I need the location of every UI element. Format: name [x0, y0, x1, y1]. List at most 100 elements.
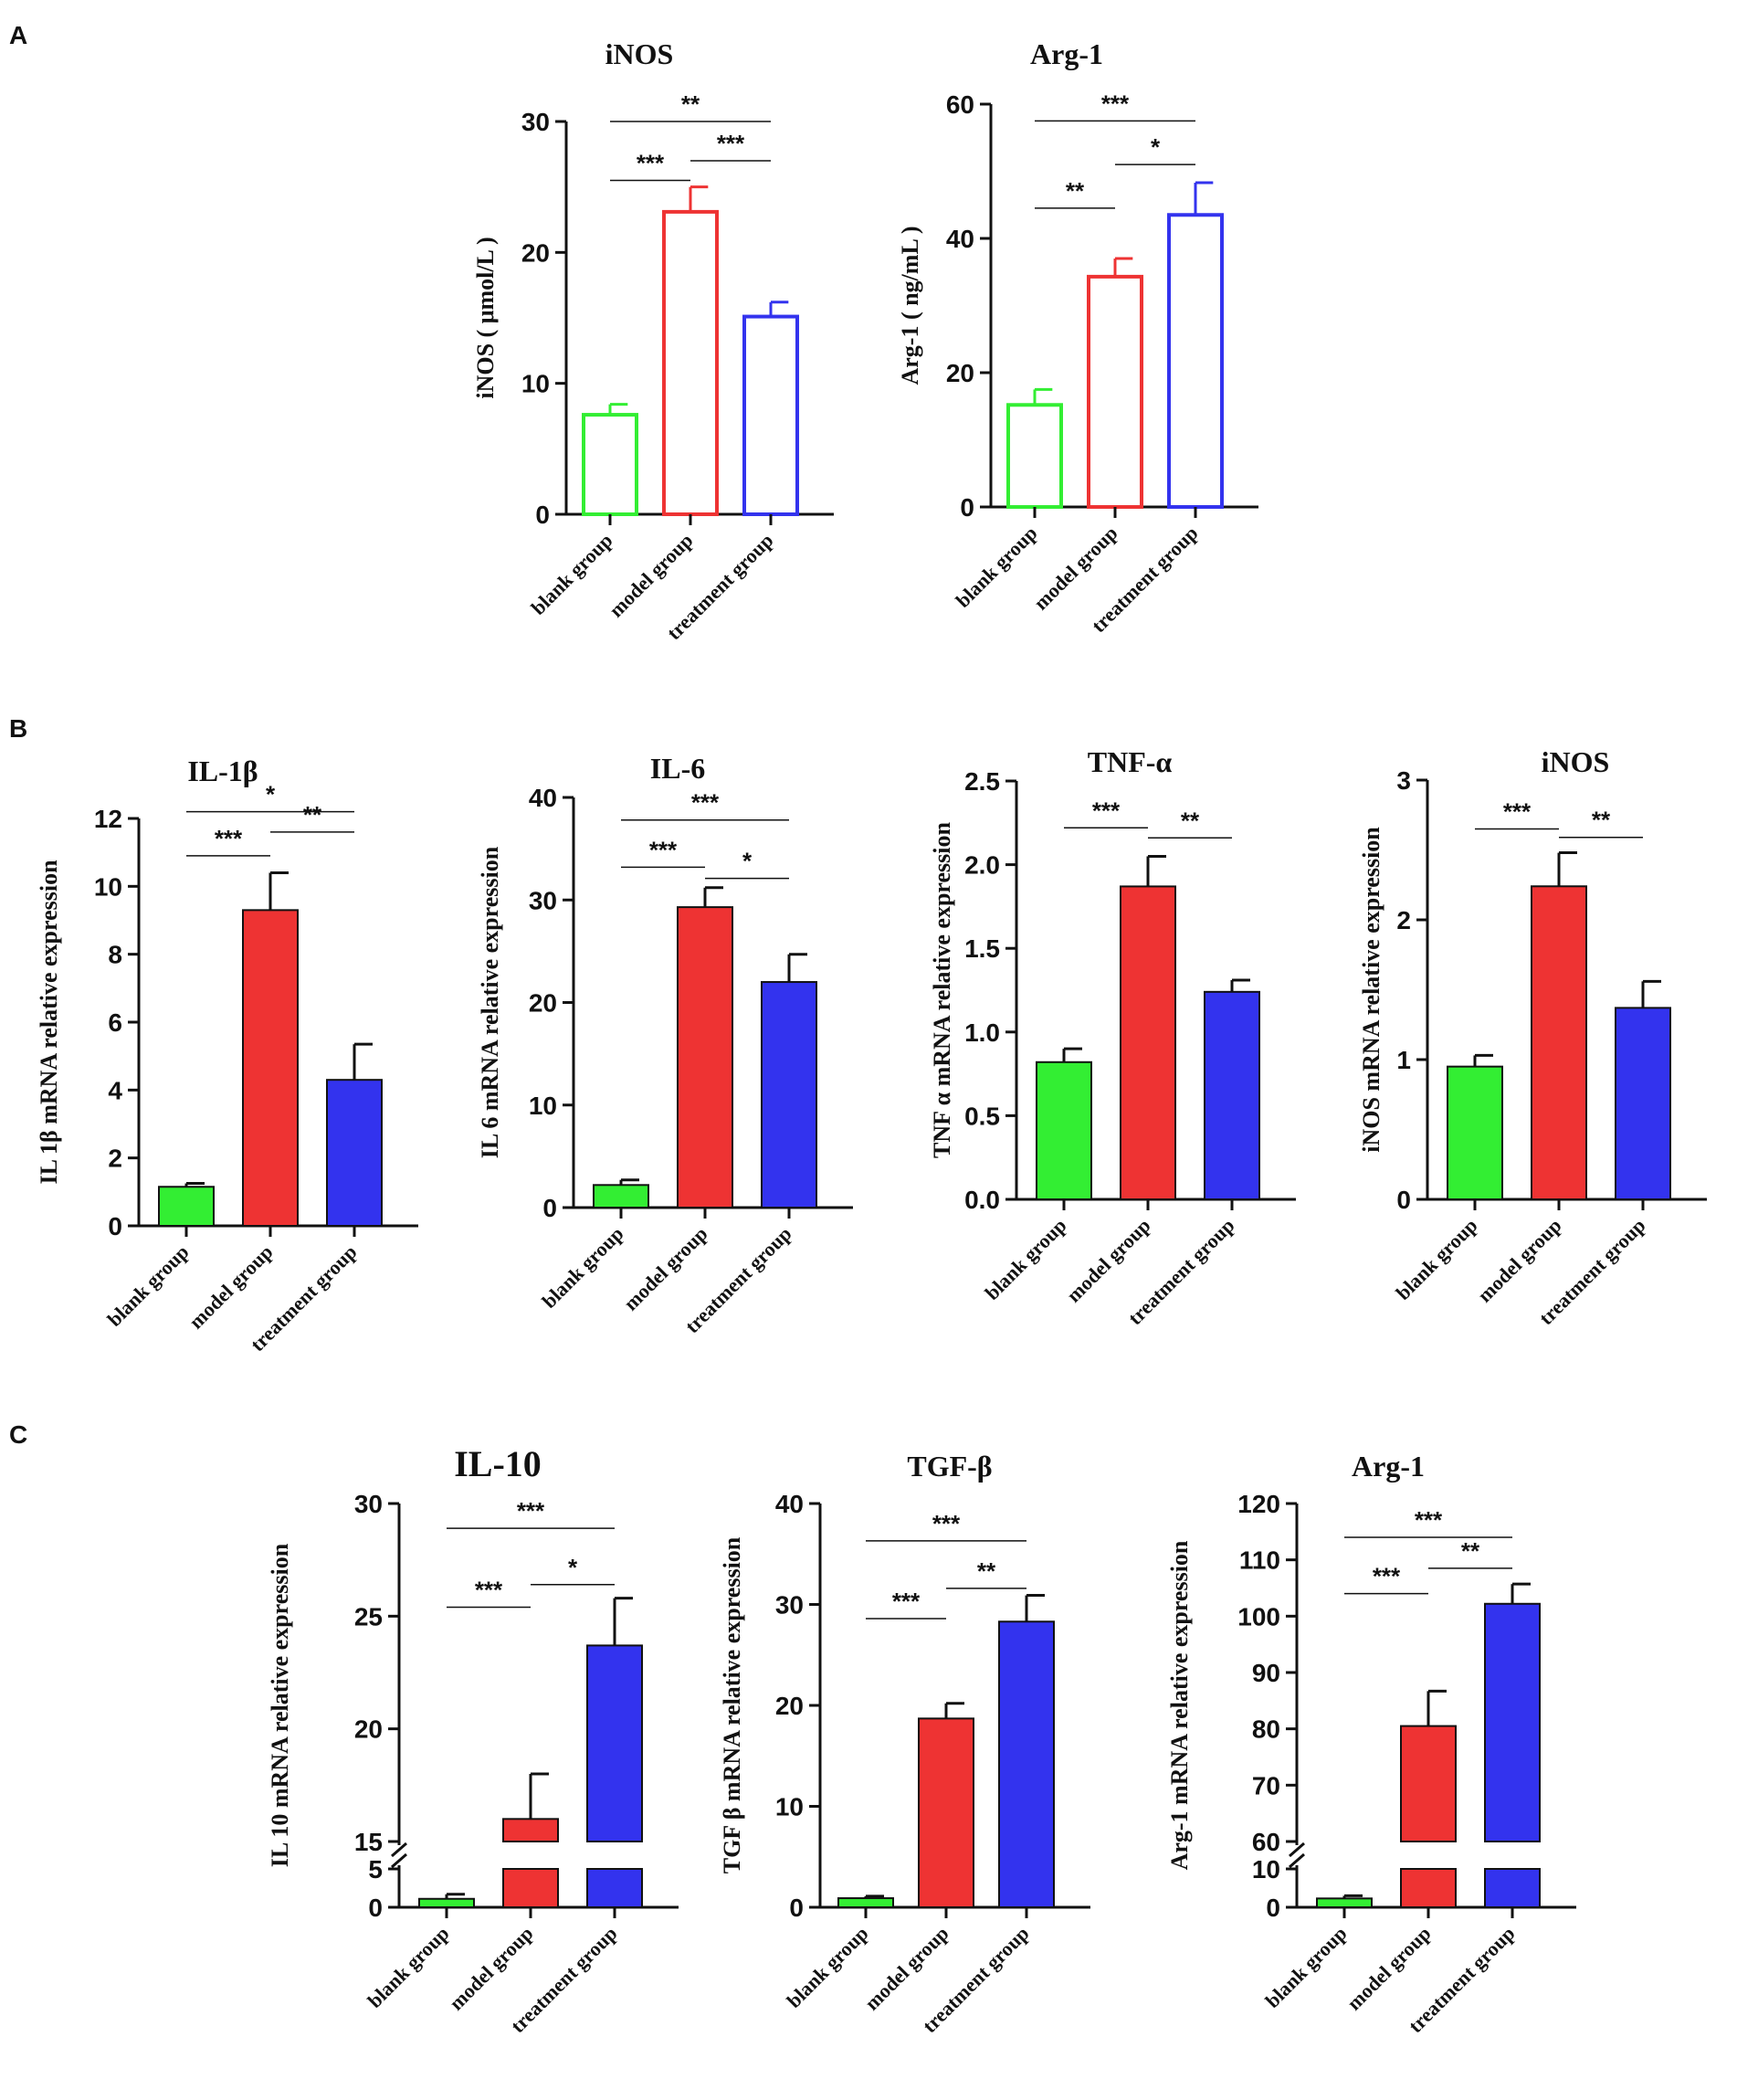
significance-label: ***	[215, 825, 243, 852]
bar	[1316, 1897, 1373, 1909]
chart-b3: TNF-α 0.0 0.5 1.0 1.5 2.0 2.5 TNF α mRNA relati…	[929, 745, 1296, 1329]
category-label: blank group	[782, 1922, 872, 2012]
significance-label: ***	[691, 789, 720, 817]
chart-b4: iNOS 0 1 2 3 iNOS mRNA relative expression bla…	[1358, 745, 1707, 1329]
bar	[1204, 990, 1260, 1201]
category-label: model group	[1473, 1214, 1566, 1307]
y-tick-label: 8	[108, 941, 122, 969]
chart-title: iNOS	[605, 37, 674, 70]
significance-label: ***	[1373, 1563, 1401, 1590]
chart-b1: IL-1β 0 2 4 6 8 10 12 IL 1β mRNA relative expres…	[36, 755, 418, 1356]
chart-a2: Arg-1 0 20 40 60 Arg-1 ( ng/mL ) blank groupmo…	[897, 37, 1258, 637]
significance-label: *	[266, 781, 276, 808]
chart-title: iNOS	[1542, 745, 1610, 778]
y-tick-label: 10	[775, 1793, 804, 1821]
chart-title: IL-6	[650, 752, 705, 785]
chart-c2: TGF-β 0 10 20 30 40 TGF β mRNA relative expres…	[719, 1450, 1090, 2037]
y-tick-label: 0	[108, 1212, 122, 1240]
bar	[1036, 1061, 1092, 1200]
category-label: blank group	[1260, 1922, 1351, 2012]
y-tick-label: 90	[1252, 1659, 1280, 1687]
significance-label: *	[742, 848, 753, 875]
chart-title: TGF-β	[907, 1450, 992, 1483]
significance-label: ***	[1503, 798, 1532, 826]
bar-group: treatment group	[1087, 181, 1224, 637]
bar	[998, 1620, 1055, 1909]
bar	[742, 314, 799, 517]
y-tick-label: 120	[1237, 1490, 1280, 1518]
y-tick-label: 25	[354, 1602, 383, 1630]
significance-label: ***	[717, 130, 745, 157]
bar	[1447, 1065, 1503, 1201]
category-label: blank group	[102, 1240, 193, 1331]
significance-label: **	[1461, 1537, 1480, 1565]
bar-group: model group	[619, 886, 733, 1315]
bar	[418, 1897, 475, 1909]
y-axis-label: Arg-1 ( ng/mL )	[897, 226, 923, 385]
y-tick-label: 10	[529, 1092, 557, 1120]
chart-title: TNF-α	[1088, 745, 1173, 778]
significance-label: ***	[932, 1510, 961, 1537]
bar	[1167, 213, 1224, 509]
y-tick-label: 0.0	[964, 1186, 1000, 1214]
axis-break-mark	[391, 1841, 407, 1858]
y-axis-label: Arg-1 mRNA relative expression	[1166, 1540, 1193, 1870]
y-tick-label: 3	[1396, 766, 1411, 795]
y-tick-label: 4	[108, 1076, 122, 1104]
bar	[1087, 274, 1143, 509]
bar	[158, 1186, 215, 1227]
bar	[1006, 403, 1063, 509]
y-axis-label: TNF α mRNA relative expression	[929, 822, 955, 1158]
y-axis-label: IL 10 mRNA relative expression	[267, 1543, 293, 1867]
y-tick-label: 100	[1237, 1602, 1280, 1630]
chart-title: Arg-1	[1352, 1450, 1425, 1483]
significance-label: *	[568, 1554, 578, 1581]
axis-break-mark	[1289, 1841, 1305, 1858]
bar-group: blank group	[980, 1047, 1092, 1304]
y-axis-label: TGF β mRNA relative expression	[719, 1536, 745, 1873]
y-tick-label: 0	[535, 501, 550, 529]
category-label: model group	[445, 1922, 538, 2015]
y-tick-label: 10	[94, 872, 122, 901]
significance-label: ***	[649, 836, 678, 863]
bar	[1120, 885, 1176, 1201]
panel-label-a: A	[9, 21, 27, 49]
bar	[586, 1644, 643, 1843]
significance-label: **	[1592, 807, 1611, 834]
y-axis-label: iNOS mRNA relative expression	[1358, 827, 1384, 1153]
y-tick-label: 15	[354, 1828, 383, 1856]
y-tick-label: 0	[1266, 1894, 1280, 1922]
significance-label: ***	[475, 1576, 503, 1603]
significance-label: ***	[1101, 90, 1130, 117]
bar	[1531, 885, 1587, 1201]
significance-label: **	[681, 90, 700, 118]
bar-group: model group	[860, 1702, 974, 2015]
bar	[761, 981, 817, 1209]
y-tick-label: 2	[1396, 906, 1411, 934]
category-label: blank group	[951, 522, 1041, 612]
category-label: blank group	[363, 1922, 453, 2012]
bar	[837, 1897, 894, 1908]
y-axis-label: IL 6 mRNA relative expression	[477, 846, 503, 1158]
bar	[326, 1079, 383, 1228]
significance-label: ***	[517, 1497, 545, 1525]
y-tick-label: 2.5	[964, 767, 1000, 796]
y-tick-label: 40	[529, 784, 557, 812]
y-tick-label: 30	[529, 886, 557, 914]
category-label: model group	[1062, 1214, 1155, 1307]
bar	[1484, 1602, 1541, 1843]
y-tick-label: 70	[1252, 1771, 1280, 1799]
y-tick-label: 0	[960, 493, 974, 522]
chart-c1: IL-10 0 515 20 25 30 IL 10 mRNA relative expre…	[267, 1443, 679, 2037]
category-label: model group	[1342, 1922, 1436, 2015]
category-label: blank group	[1391, 1214, 1481, 1304]
y-tick-label: 20	[529, 989, 557, 1018]
bar	[918, 1717, 974, 1908]
y-tick-label: 20	[354, 1715, 383, 1744]
y-tick-label: 12	[94, 805, 122, 833]
bar	[593, 1184, 649, 1209]
bar-group: model group	[184, 871, 299, 1334]
y-tick-label: 30	[521, 108, 550, 136]
